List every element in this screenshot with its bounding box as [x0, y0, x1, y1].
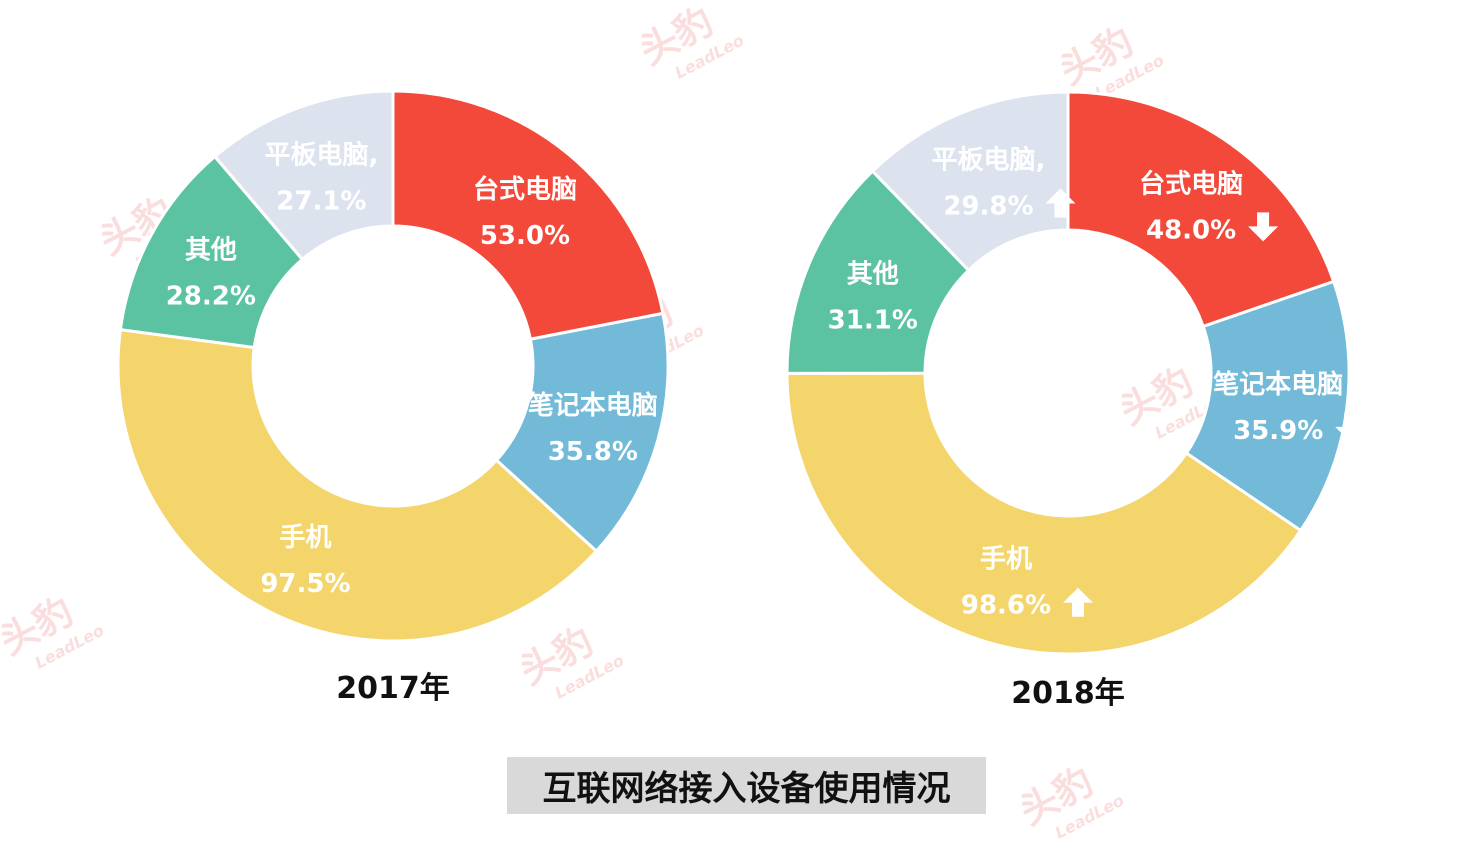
slice-台式电脑 — [1066, 90, 1336, 329]
slice-value-label: 48.0% — [1146, 215, 1236, 245]
donut-chart-2017年: 台式电脑 53.0% 笔记本电脑 35.8% 手机 97.5% 其他 28.2% 平板电脑, 27… — [116, 89, 670, 706]
slice-value-label: 35.8% — [548, 437, 638, 467]
slice-平板电脑 — [212, 89, 395, 262]
slice-label: 笔记本电脑 — [528, 390, 658, 421]
trend-down-arrow-icon — [1335, 412, 1366, 442]
slice-value-label: 53.0% — [480, 221, 570, 251]
slice-label: 手机 — [980, 545, 1032, 575]
trend-up-arrow-icon — [1045, 188, 1076, 218]
slice-手机 — [116, 327, 599, 643]
slice-笔记本电脑 — [1184, 279, 1351, 533]
slice-手机 — [785, 371, 1303, 656]
slice-其他 — [785, 169, 971, 375]
slice-label: 台式电脑 — [473, 174, 577, 205]
slice-label: 其他 — [185, 236, 237, 266]
slice-value-label: 31.1% — [828, 305, 918, 335]
slice-label: 手机 — [279, 523, 331, 553]
slice-value-label: 29.8% — [943, 191, 1033, 221]
trend-up-arrow-icon — [1062, 587, 1093, 617]
slice-label: 平板电脑, — [264, 140, 378, 170]
slice-value-label: 27.1% — [276, 186, 366, 216]
slice-笔记本电脑 — [494, 311, 670, 554]
slice-value-label: 97.5% — [260, 569, 350, 599]
slice-value-label: 28.2% — [166, 282, 256, 312]
trend-down-arrow-icon — [1248, 212, 1279, 242]
donut-chart-2018年: 台式电脑 48.0% 笔记本电脑 35.9% 手机 98.6% 其他 31.1% 平板电脑, 29… — [785, 90, 1366, 711]
slice-label: 台式电脑 — [1139, 168, 1243, 199]
chart-year-title: 2018年 — [1011, 676, 1125, 711]
figure-caption: 互联网络接入设备使用情况 — [507, 757, 986, 814]
slice-label: 笔记本电脑 — [1213, 369, 1343, 400]
slice-value-label: 35.9% — [1233, 416, 1323, 446]
chart-year-title: 2017年 — [336, 671, 450, 706]
slice-label: 其他 — [847, 259, 899, 289]
slice-value-label: 98.6% — [961, 591, 1051, 621]
slice-平板电脑 — [870, 90, 1070, 273]
slice-label: 平板电脑, — [932, 145, 1046, 175]
slice-台式电脑 — [391, 89, 665, 341]
